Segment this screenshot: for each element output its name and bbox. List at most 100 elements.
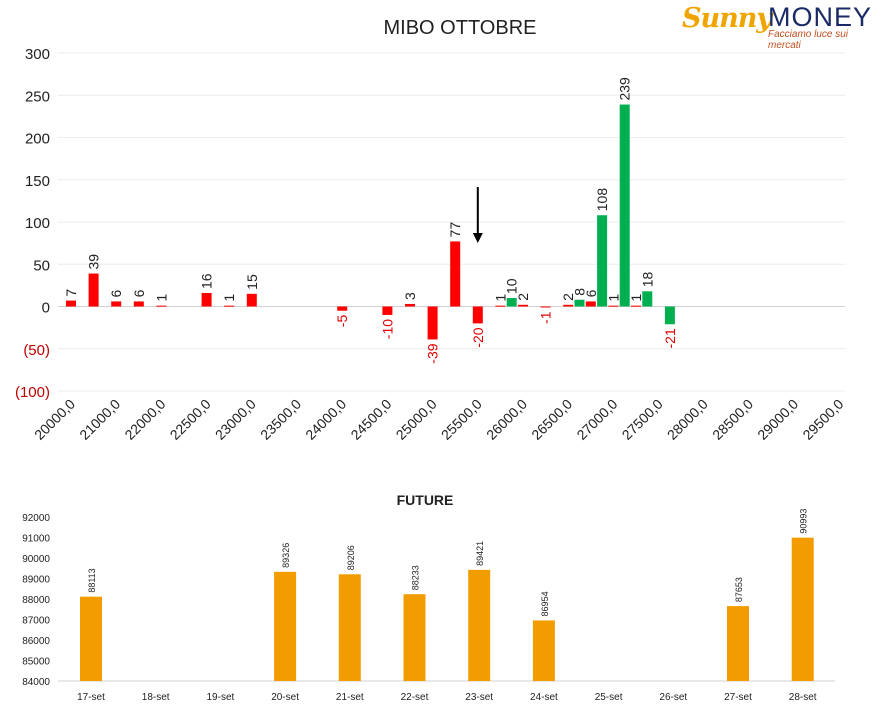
mibo-x-tick-label: 20000,0	[31, 396, 78, 443]
mibo-bar	[597, 215, 608, 307]
mibo-bar-label: -39	[425, 343, 441, 363]
mibo-x-tick-label: 25000,0	[393, 396, 440, 443]
mibo-bar	[563, 304, 574, 307]
mibo-x-tick-label: 21000,0	[76, 396, 123, 443]
mibo-y-tick-label: (50)	[23, 342, 50, 359]
mibo-bar	[156, 305, 167, 307]
future-x-tick-label: 18-set	[142, 692, 170, 703]
mibo-y-tick-label: 300	[25, 46, 50, 63]
future-bar	[791, 537, 814, 681]
mibo-bar	[111, 301, 122, 307]
mibo-y-tick-label: (100)	[15, 384, 50, 401]
mibo-bar-label: 16	[199, 273, 215, 289]
future-bar-label: 88113	[87, 568, 97, 592]
future-x-tick-label: 21-set	[336, 692, 364, 703]
mibo-bar	[574, 299, 585, 307]
mibo-bar	[450, 241, 461, 307]
future-bar-label: 90993	[799, 509, 809, 534]
mibo-bar	[405, 303, 415, 307]
mibo-bar-label: 239	[617, 77, 633, 101]
future-y-tick-label: 87000	[22, 616, 50, 627]
future-bar	[468, 569, 491, 681]
mibo-bar	[337, 306, 348, 311]
mibo-x-tick-label: 27000,0	[573, 396, 620, 443]
mibo-x-tick-label: 23000,0	[212, 396, 259, 443]
mibo-x-tick-label: 28500,0	[709, 396, 756, 443]
future-bar	[274, 571, 297, 681]
mibo-bar	[495, 305, 506, 307]
mibo-y-tick-label: 0	[42, 300, 50, 317]
mibo-bar	[540, 306, 551, 308]
future-x-tick-label: 26-set	[659, 692, 687, 703]
mibo-bar	[66, 300, 76, 307]
mibo-bar-label: 3	[402, 292, 418, 300]
future-y-tick-label: 88000	[22, 595, 50, 606]
mibo-x-tick-label: 29500,0	[799, 396, 846, 443]
mibo-x-tick-label: 23500,0	[257, 396, 304, 443]
mibo-y-tick-label: 50	[33, 257, 50, 274]
future-bar	[532, 620, 555, 681]
future-y-tick-label: 86000	[22, 636, 50, 647]
future-x-tick-label: 25-set	[595, 692, 623, 703]
future-y-tick-label: 91000	[22, 534, 50, 545]
mibo-bar-label: 7	[63, 289, 79, 297]
mibo-bar-label: 1	[628, 294, 644, 302]
future-x-tick-label: 23-set	[465, 692, 493, 703]
mibo-y-tick-label: 250	[25, 88, 50, 105]
future-bar-label: 89421	[475, 541, 485, 566]
sunny-money-logo: Sunny MONEY Facciamo luce sui mercati	[682, 2, 882, 51]
future-y-tick-label: 85000	[22, 657, 50, 668]
logo-sunny-word: Sunny	[682, 3, 772, 34]
mibo-bar-label: 6	[583, 289, 599, 297]
future-y-tick-label: 89000	[22, 575, 50, 586]
future-bar	[403, 594, 426, 681]
future-bar-label: 89326	[281, 543, 291, 568]
future-chart: FUTURE 84000 85000 86000 87000 88000 89000 900…	[22, 492, 835, 703]
mibo-bar	[472, 306, 483, 324]
mibo-bar-label: 6	[131, 289, 147, 297]
future-bar-label: 87653	[734, 577, 744, 602]
mibo-x-tick-label: 26500,0	[528, 396, 575, 443]
mibo-x-tick-label: 25500,0	[438, 396, 485, 443]
mibo-y-tick-label: 100	[25, 215, 50, 232]
mibo-chart-title: MIBO OTTOBRE	[384, 17, 537, 39]
mibo-bar-label: 10	[504, 278, 520, 294]
mibo-bar-label: 1	[605, 294, 621, 302]
mibo-bar-label: 8	[572, 288, 588, 296]
mibo-bar	[585, 301, 596, 307]
mibo-x-tick-label: 28000,0	[664, 396, 711, 443]
mibo-x-tick-label: 22500,0	[167, 396, 214, 443]
future-bar	[80, 596, 102, 681]
mibo-bar-label: 18	[639, 272, 655, 288]
mibo-x-tick-label: 24500,0	[347, 396, 394, 443]
mibo-bar	[201, 292, 212, 307]
future-bar	[727, 606, 749, 681]
mibo-bar-label: 77	[447, 222, 463, 238]
mibo-arrow-head	[472, 233, 483, 243]
mibo-bar	[427, 306, 438, 340]
mibo-bar	[506, 298, 517, 307]
mibo-bar-label: 39	[86, 254, 102, 270]
future-x-tick-label: 17-set	[77, 692, 105, 703]
mibo-bar-label: -5	[334, 315, 350, 328]
future-chart-title: FUTURE	[397, 492, 454, 508]
mibo-x-tick-label: 22000,0	[121, 396, 168, 443]
mibo-bar-label: 1	[221, 294, 237, 302]
mibo-bar-label: 1	[153, 294, 169, 302]
future-bar	[338, 574, 361, 681]
mibo-x-tick-label: 24000,0	[302, 396, 349, 443]
future-bar-label: 88233	[411, 565, 421, 590]
future-x-tick-label: 24-set	[530, 692, 558, 703]
mibo-bar	[664, 306, 675, 325]
mibo-bar	[608, 305, 619, 307]
logo-money-word: MONEY	[768, 2, 873, 32]
mibo-bar-label: 108	[594, 188, 610, 212]
mibo-bar-label: -20	[470, 327, 486, 347]
mibo-x-tick-label: 29000,0	[754, 396, 801, 443]
future-x-tick-label: 19-set	[207, 692, 235, 703]
future-x-tick-label: 20-set	[271, 692, 299, 703]
future-bar-label: 89206	[346, 545, 356, 570]
future-y-tick-label: 84000	[22, 677, 50, 688]
mibo-y-tick-label: 200	[25, 131, 50, 148]
mibo-bar	[619, 104, 630, 307]
